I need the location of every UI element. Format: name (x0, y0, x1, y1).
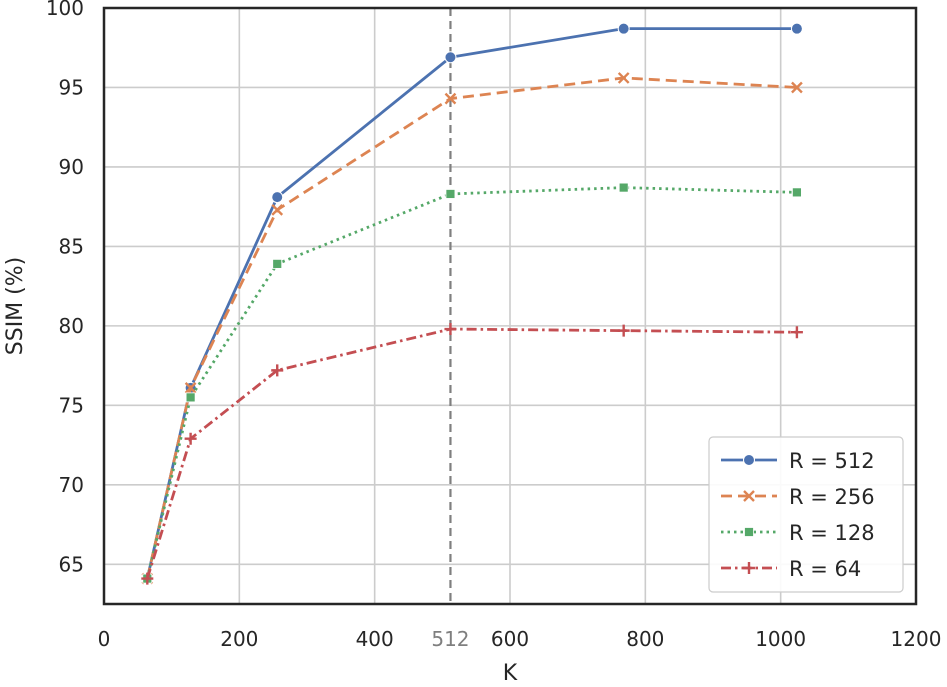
series-3 (141, 323, 803, 585)
legend-marker-0 (743, 454, 755, 466)
legend-marker-2 (744, 527, 754, 537)
series-3-point-3 (444, 323, 457, 336)
y-tick-label-3: 80 (59, 314, 84, 338)
series-1-point-1 (184, 382, 197, 394)
series-3-point-4 (617, 324, 630, 337)
series-0-point-3 (444, 51, 457, 64)
x-axis-ticks: 0 200 400 600 800 1000 1200 (98, 627, 942, 651)
y-tick-label-6: 95 (59, 75, 84, 99)
series-1-point-3 (444, 92, 457, 105)
reference-line-group: 512 (431, 8, 470, 651)
legend-marker-1 (743, 490, 755, 502)
x-axis-label: K (503, 661, 518, 686)
x-tick-label-3: 600 (491, 627, 529, 651)
legend-label-1: R = 256 (789, 485, 875, 509)
series-0-point-2 (271, 191, 284, 204)
series-3-point-0 (141, 572, 154, 585)
y-tick-label-2: 75 (59, 393, 84, 417)
x-tick-label-4: 800 (626, 627, 664, 651)
series-line-0 (145, 27, 797, 579)
legend-label-2: R = 128 (789, 521, 875, 545)
series-2-point-2 (272, 258, 283, 269)
series-0-point-5 (790, 22, 803, 35)
series-1-point-4 (617, 72, 630, 84)
series-2-point-5 (792, 187, 802, 198)
x-tick-label-1: 200 (220, 627, 258, 651)
x-tick-label-6: 1200 (891, 627, 942, 651)
legend-box (708, 436, 904, 593)
series-2-point-4 (618, 182, 629, 193)
legend-item-1: R = 256 (721, 485, 875, 509)
series-1-point-5 (791, 81, 803, 94)
grid (103, 7, 917, 604)
legend-item-0: R = 512 (721, 449, 875, 473)
series-line-3 (145, 327, 797, 579)
plot-frame (102, 6, 918, 606)
y-axis-ticks: 65 70 75 80 85 90 95 100 (46, 0, 84, 576)
y-axis-label: SSIM (%) (3, 257, 28, 355)
legend-marker-3 (743, 562, 755, 574)
x-tick-label-0: 0 (98, 627, 111, 651)
series-0 (141, 22, 803, 585)
legend-item-2: R = 128 (721, 521, 875, 545)
y-tick-label-0: 65 (59, 552, 84, 576)
legend-item-3: R = 64 (721, 557, 861, 581)
legend: R = 512 R = 256 R = 128 R = 64 (708, 436, 904, 593)
legend-label-0: R = 512 (789, 449, 875, 473)
series-3-point-1 (184, 432, 197, 445)
series-0-point-4 (617, 22, 630, 35)
series-2 (142, 182, 802, 584)
series-group (141, 22, 803, 585)
series-3-point-2 (271, 364, 284, 377)
reference-line-label: 512 (431, 627, 469, 651)
x-tick-label-2: 400 (356, 627, 394, 651)
x-tick-label-5: 1000 (755, 627, 806, 651)
series-3-point-5 (790, 326, 803, 339)
legend-label-3: R = 64 (789, 557, 861, 581)
y-tick-label-4: 85 (59, 234, 84, 258)
series-2-point-3 (445, 189, 456, 199)
series-line-1 (145, 76, 797, 579)
y-tick-label-7: 100 (46, 0, 84, 20)
y-tick-label-5: 90 (59, 155, 84, 179)
series-1-point-2 (271, 203, 284, 216)
series-2-point-1 (185, 392, 196, 403)
y-tick-label-1: 70 (59, 473, 84, 497)
